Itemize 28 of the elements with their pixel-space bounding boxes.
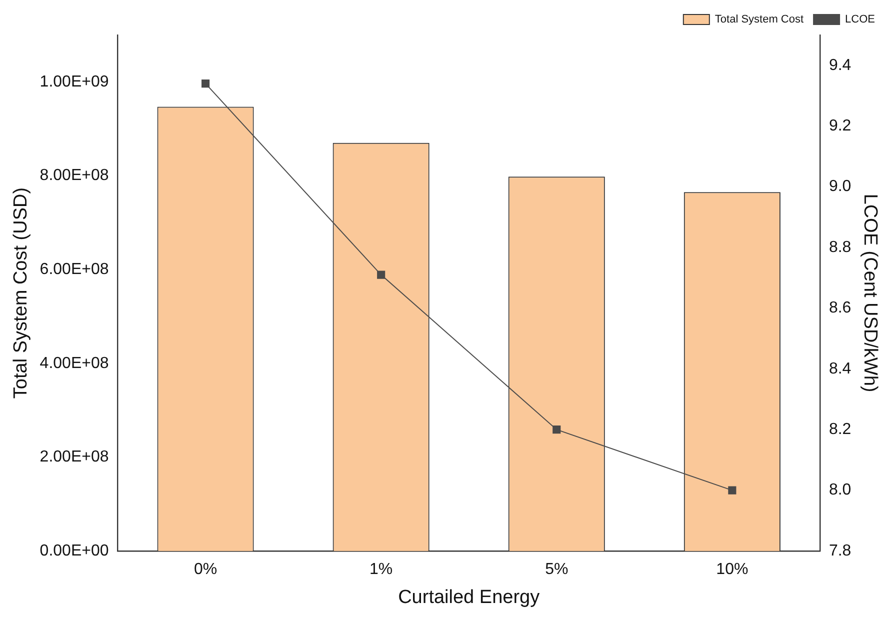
y2-tick-label: 8.8	[828, 238, 852, 256]
x-tick-label: 1%	[370, 561, 393, 578]
point	[377, 270, 386, 279]
y2-tick-label: 9.2	[828, 117, 852, 134]
point	[552, 426, 561, 434]
y2-tick-label: 7.8	[828, 542, 852, 560]
y-tick-label: 4.00E+08	[40, 354, 109, 372]
y2-tick-label: 8.4	[828, 360, 852, 378]
x-tick-label: 0%	[194, 561, 218, 578]
y-tick-label: 6.00E+08	[40, 260, 109, 278]
y2-tick-label: 9.0	[828, 178, 852, 196]
point	[728, 486, 736, 494]
y2-tick-label: 8.2	[828, 420, 852, 438]
x-tick-label: 10%	[716, 561, 748, 578]
y-tick-label: 2.00E+08	[40, 448, 109, 466]
point	[201, 80, 210, 88]
y2-axis-title: LCOE (Cent USD/kWh)	[859, 194, 880, 392]
y-tick-label: 8.00E+08	[40, 167, 109, 184]
y2-tick-label: 8.6	[828, 300, 852, 317]
x-axis-title: Curtailed Energy	[398, 586, 540, 608]
y-tick-label: 0.00E+00	[40, 542, 109, 560]
y-axis-title: Total System Cost (USD)	[10, 187, 32, 399]
y2-tick-label: 9.4	[828, 56, 852, 74]
y-tick-label: 1.00E+09	[40, 73, 109, 90]
x-tick-label: 5%	[545, 561, 568, 578]
y2-tick-label: 8.0	[828, 482, 852, 499]
legend-label: Total System Cost	[714, 14, 804, 26]
legend-label: LCOE	[845, 14, 876, 26]
